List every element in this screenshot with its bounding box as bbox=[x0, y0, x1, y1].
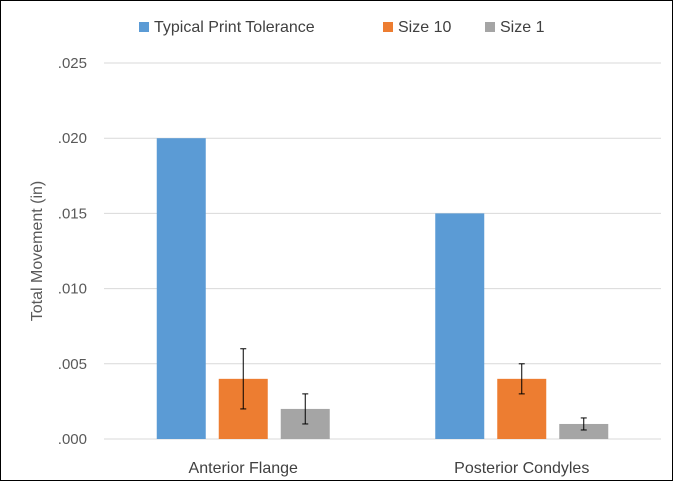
legend-label: Typical Print Tolerance bbox=[154, 19, 315, 36]
x-category-label: Anterior Flange bbox=[189, 460, 298, 477]
legend-swatch bbox=[485, 22, 495, 32]
legend-label: Size 10 bbox=[398, 19, 451, 36]
legend-swatch bbox=[139, 22, 149, 32]
bar bbox=[435, 213, 485, 439]
y-tick-label: .000 bbox=[58, 431, 87, 448]
y-tick-label: .015 bbox=[58, 205, 87, 222]
y-axis-title: Total Movement (in) bbox=[29, 181, 46, 322]
bar bbox=[559, 423, 609, 439]
x-category-label: Posterior Condyles bbox=[454, 460, 589, 477]
y-tick-label: .025 bbox=[58, 55, 87, 72]
y-tick-label: .010 bbox=[58, 281, 87, 298]
y-tick-label: .005 bbox=[58, 356, 87, 373]
bar bbox=[156, 138, 206, 439]
y-tick-label: .020 bbox=[58, 130, 87, 147]
legend-swatch bbox=[383, 22, 393, 32]
legend-label: Size 1 bbox=[500, 19, 545, 36]
